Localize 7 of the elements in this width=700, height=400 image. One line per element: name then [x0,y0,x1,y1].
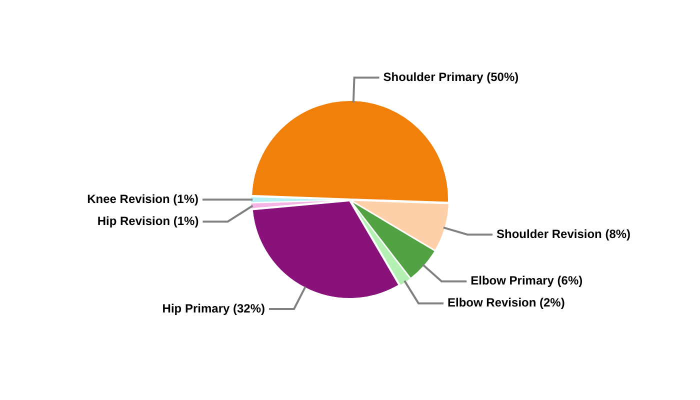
slice-label: Knee Revision (1%) [87,192,198,206]
slice-label: Elbow Primary (6%) [470,274,583,288]
slice-label: Shoulder Primary (50%) [383,70,519,84]
slice-label: Hip Revision (1%) [97,214,199,228]
slice-label: Hip Primary (32%) [162,301,266,316]
slice-label: Shoulder Revision (8%) [496,226,631,241]
slice-label: Elbow Revision (2%) [448,296,565,310]
